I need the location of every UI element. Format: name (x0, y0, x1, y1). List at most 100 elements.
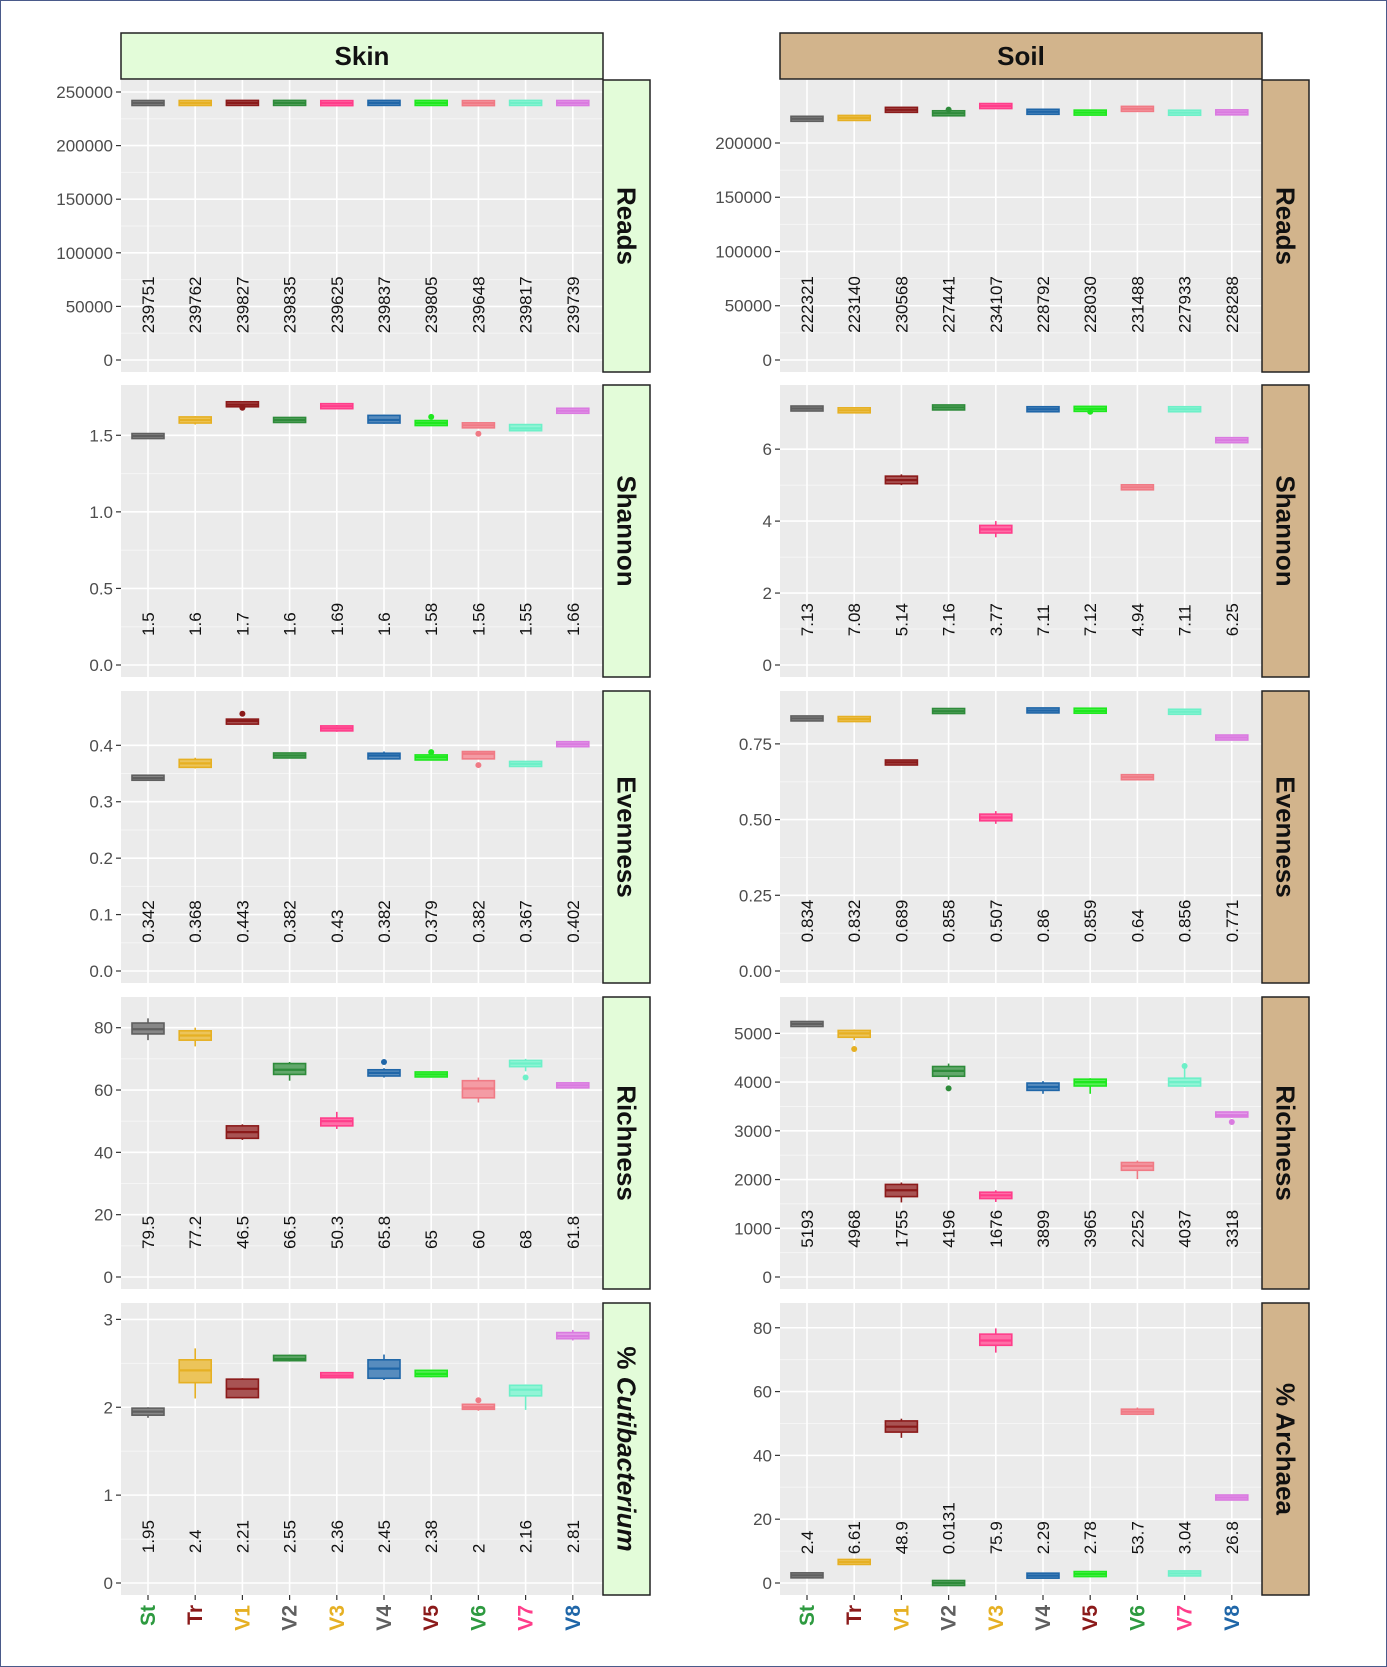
x-tick-label-v7: V7 (1174, 1605, 1197, 1631)
y-tick-label: 150000 (715, 188, 772, 207)
outlier-point (945, 106, 952, 113)
box-v1: 5.14 (884, 474, 919, 636)
y-tick-label: 0.3 (89, 793, 113, 812)
x-tick-label-tr: Tr (843, 1605, 866, 1625)
panel-background (121, 1303, 603, 1595)
box-st: 79.5 (131, 1018, 165, 1249)
value-label-tr: 77.2 (186, 1216, 205, 1249)
value-label-v1: 2.21 (233, 1520, 252, 1553)
y-tick-label: 150000 (56, 190, 113, 209)
box-v7: 239817 (508, 99, 543, 333)
y-tick-label: 0 (104, 1574, 113, 1593)
box-v3: 50.3 (319, 1111, 354, 1249)
x-tick-label-v4: V4 (1032, 1605, 1055, 1631)
value-label-v7: 4037 (1176, 1210, 1195, 1248)
box-v7: 3.04 (1167, 1521, 1202, 1577)
value-label-v4: 0.382 (375, 900, 394, 943)
row-strip-evenness (602, 690, 651, 984)
value-label-tr: 0.832 (845, 900, 864, 943)
value-label-v1: 0.443 (233, 900, 252, 943)
y-tick-label: 5000 (734, 1024, 772, 1043)
value-label-v5: 0.379 (422, 900, 441, 943)
value-label-v8: 61.8 (564, 1216, 583, 1249)
y-tick-label: 0 (763, 1268, 772, 1287)
row-strip-cutibacterium (602, 1302, 651, 1596)
y-tick-label: 2 (763, 584, 772, 603)
y-tick-label: 40 (753, 1446, 772, 1465)
value-label-v8: 0.402 (564, 900, 583, 943)
outlier-point (1228, 1119, 1235, 1126)
y-tick-label: 80 (94, 1019, 113, 1038)
value-label-st: 222321 (798, 276, 817, 333)
y-tick-label: 0.5 (89, 579, 113, 598)
value-label-v7: 7.11 (1176, 604, 1195, 636)
box-tr: 6.61 (837, 1521, 872, 1566)
value-label-v1: 46.5 (233, 1216, 252, 1249)
outlier-point (428, 749, 435, 756)
value-label-v2: 66.5 (281, 1216, 300, 1249)
row-strip-richness (602, 996, 651, 1290)
box-v6: 2252 (1120, 1160, 1155, 1248)
box-v5: 3965 (1073, 1078, 1107, 1248)
panel-soil-evenness: 0.00 0.25 0.50 0.75 0.834 0.832 0.689 0.858 0.50… (739, 690, 1310, 984)
y-tick-label: 0.0 (89, 962, 113, 981)
value-label-v7: 68 (517, 1230, 536, 1249)
value-label-st: 0.342 (139, 900, 158, 943)
value-label-v1: 5.14 (892, 603, 911, 636)
box-v2: 0.858 (931, 707, 966, 943)
value-label-v6: 2 (469, 1544, 488, 1553)
y-tick-label: 1 (104, 1486, 113, 1505)
box-v7: 68 (508, 1058, 543, 1249)
value-label-v5: 65 (422, 1230, 441, 1249)
value-label-v2: 4196 (940, 1210, 959, 1248)
value-label-v7: 0.367 (517, 900, 536, 943)
y-tick-label: 60 (753, 1383, 772, 1402)
box-v4: 2.29 (1026, 1521, 1060, 1579)
box-v7: 4037 (1167, 1063, 1202, 1248)
box-v5: 0.859 (1073, 707, 1107, 942)
row-label-prefix: % (1271, 1383, 1301, 1412)
box-v8: 0.771 (1215, 734, 1249, 943)
row-label-name: Cutibacterium (612, 1377, 642, 1552)
x-tick-label-v5: V5 (1079, 1605, 1102, 1631)
box-tr: 2.4 (178, 1348, 212, 1553)
box-tr: 223140 (837, 114, 872, 333)
panel-skin-reads: 0 50000 100000 150000 200000 250000 239751 2397… (56, 79, 651, 373)
y-tick-label: 0.1 (89, 906, 113, 925)
x-tick-label-v2: V2 (938, 1605, 961, 1631)
box-v3: 3.77 (978, 521, 1013, 636)
box-v8: 239739 (555, 99, 590, 333)
panel-soil-archaea: 0 20 40 60 80 2.4 6.61 48.9 0.0131 75.9 2.29 2.78 53… (753, 1302, 1310, 1596)
value-label-tr: 6.61 (845, 1521, 864, 1554)
x-tick-label-v8: V8 (1221, 1605, 1244, 1631)
value-label-st: 0.834 (798, 900, 817, 943)
value-label-v7: 2.16 (517, 1520, 536, 1553)
x-tick-label-v4: V4 (373, 1605, 396, 1631)
x-tick-label-v3: V3 (985, 1605, 1008, 1631)
box-v6: 1.56 (461, 422, 496, 636)
value-label-tr: 1.6 (186, 612, 205, 636)
value-label-v3: 75.9 (987, 1521, 1006, 1554)
value-label-v6: 239648 (469, 276, 488, 333)
box-st: 0.834 (790, 715, 824, 943)
value-label-v3: 239625 (328, 276, 347, 333)
value-label-v2: 0.858 (940, 900, 959, 943)
value-label-v4: 228792 (1034, 276, 1053, 333)
value-label-v7: 0.856 (1176, 900, 1195, 943)
box-st: 2.4 (790, 1531, 824, 1579)
value-label-v8: 3318 (1223, 1210, 1242, 1248)
box-v8: 2.81 (555, 1329, 590, 1553)
panel-skin-cutibacterium: 0 1 2 3 1.95 2.4 2.21 2.55 2.36 2.45 2.38 2 2.16 2.81… (104, 1302, 651, 1596)
row-label-richness: Richness (1271, 1085, 1301, 1201)
value-label-v6: 231488 (1128, 276, 1147, 333)
box-v2: 66.5 (272, 1061, 307, 1249)
value-label-v4: 3899 (1034, 1210, 1053, 1248)
box-v7: 1.55 (508, 423, 543, 636)
box-v4: 239837 (367, 99, 401, 333)
value-label-v3: 0.43 (328, 910, 347, 943)
row-label-reads: Reads (612, 187, 642, 265)
value-label-v8: 0.771 (1223, 900, 1242, 943)
row-label-shannon: Shannon (1271, 475, 1301, 586)
value-label-v6: 2252 (1128, 1210, 1147, 1248)
